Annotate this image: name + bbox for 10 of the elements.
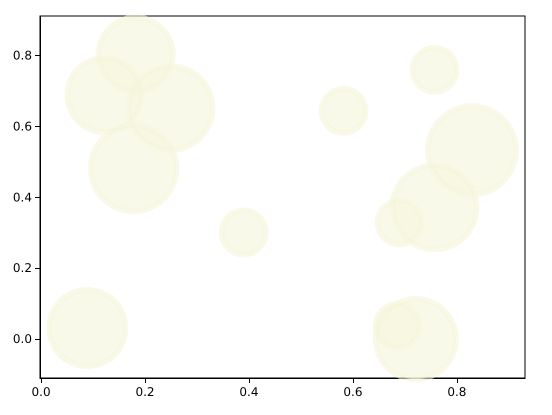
y-tick-label: 0.2 <box>12 261 32 276</box>
x-tick-label: 0.4 <box>239 385 259 399</box>
x-tick-label: 0.6 <box>343 385 362 399</box>
y-tick-label: 0.4 <box>12 190 32 204</box>
y-tick-label: 0.6 <box>12 120 32 134</box>
x-tick-label: 0.8 <box>447 385 466 399</box>
y-tick-label: 0.8 <box>12 48 32 63</box>
x-tick-label: 0.0 <box>31 385 51 399</box>
x-tick-label: 0.2 <box>135 385 155 399</box>
y-tick-label: 0.0 <box>12 332 32 346</box>
